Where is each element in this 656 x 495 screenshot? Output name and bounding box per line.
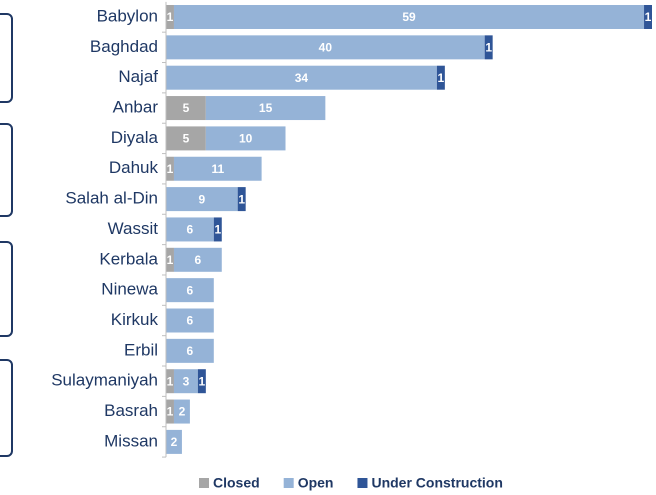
bar-segment — [436, 65, 445, 90]
legend-swatch — [283, 478, 294, 488]
category-label: Babylon — [97, 6, 158, 25]
bar-segment — [166, 5, 174, 29]
value-label: 6 — [187, 314, 194, 328]
value-label: 5 — [183, 132, 190, 146]
value-label: 1 — [214, 223, 221, 237]
value-label: 40 — [319, 41, 333, 55]
bar-segment — [166, 278, 214, 303]
category-label: Diyala — [111, 128, 159, 147]
value-label: 1 — [199, 374, 206, 388]
category-label: Najaf — [118, 67, 158, 86]
side-panel — [0, 241, 13, 337]
value-label: 1 — [167, 162, 174, 176]
legend-label: Under Construction — [371, 475, 502, 491]
legend-swatch — [199, 478, 209, 488]
bar-segment — [166, 156, 174, 181]
bar-segment — [173, 156, 262, 181]
category-label: Kirkuk — [111, 310, 159, 329]
bar-segment — [166, 96, 206, 121]
category-label: Dahuk — [109, 158, 159, 177]
category-label: Anbar — [113, 98, 159, 117]
bar-segment — [173, 247, 222, 272]
value-label: 9 — [199, 192, 206, 206]
category-label: Salah al-Din — [65, 189, 158, 208]
category-label: Erbil — [124, 340, 158, 359]
value-label: 11 — [211, 162, 224, 176]
value-label: 10 — [239, 132, 253, 146]
bar-segment — [205, 126, 286, 151]
side-panel — [0, 123, 13, 217]
bar-segment — [166, 217, 214, 242]
bar-segment — [166, 399, 174, 424]
bar-segment — [173, 5, 645, 29]
bar-segment — [237, 187, 246, 212]
category-label: Basrah — [104, 401, 158, 420]
bar-segment — [166, 338, 214, 363]
bar-segment — [644, 5, 652, 29]
bar-segment — [166, 65, 437, 90]
value-label: 5 — [183, 101, 190, 115]
value-label: 1 — [167, 253, 174, 267]
value-label: 1 — [438, 71, 445, 85]
value-label: 6 — [187, 223, 194, 237]
category-label: Sulaymaniyah — [51, 371, 158, 390]
bar-segment — [213, 217, 222, 242]
value-label: 34 — [295, 71, 309, 85]
legend-label: Closed — [213, 475, 260, 491]
bar-segment — [197, 369, 206, 394]
bar-segment — [166, 126, 206, 151]
value-label: 2 — [179, 405, 186, 419]
category-label: Missan — [104, 431, 158, 450]
legend-label: Open — [298, 475, 334, 491]
bar-segment — [166, 187, 238, 212]
value-label: 59 — [402, 10, 416, 24]
legend-swatch — [357, 478, 368, 488]
value-label: 1 — [238, 192, 245, 206]
side-panel — [0, 359, 13, 457]
bar-segment — [205, 96, 326, 121]
side-panels — [0, 13, 13, 457]
value-label: 3 — [183, 374, 190, 388]
bar-segment — [173, 369, 198, 394]
value-label: 1 — [167, 10, 174, 24]
bar-segment — [166, 35, 485, 60]
side-panel — [0, 13, 13, 103]
value-label: 6 — [187, 283, 194, 297]
value-label: 1 — [645, 10, 652, 24]
category-label: Kerbala — [99, 249, 158, 268]
bar-segment — [173, 399, 190, 424]
value-label: 15 — [259, 101, 273, 115]
value-label: 6 — [195, 253, 202, 267]
category-label: Baghdad — [90, 37, 158, 56]
bar-segment — [166, 429, 182, 454]
bar-segment — [484, 35, 493, 60]
value-label: 6 — [187, 344, 194, 358]
category-label: Wassit — [108, 219, 159, 238]
bar-segment — [166, 369, 174, 394]
value-label: 1 — [167, 405, 174, 419]
value-label: 2 — [171, 435, 178, 449]
bar-segment — [166, 247, 174, 272]
category-label: Ninewa — [101, 280, 158, 299]
value-label: 1 — [167, 374, 174, 388]
value-label: 1 — [485, 41, 492, 55]
bar-segment — [166, 308, 214, 333]
